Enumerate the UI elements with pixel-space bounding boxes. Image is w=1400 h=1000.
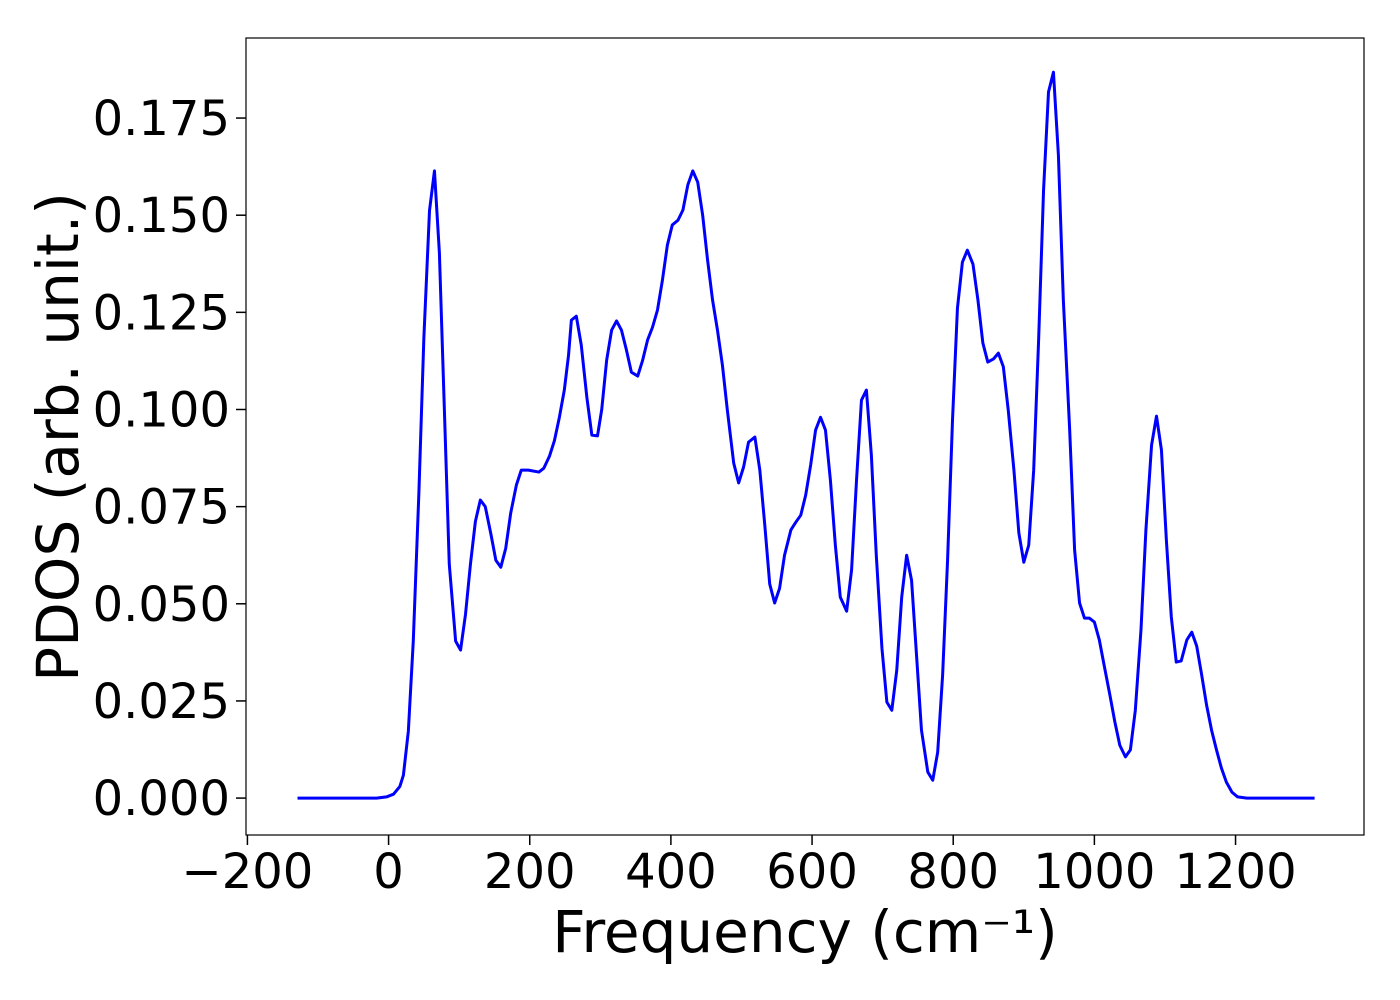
data-line [297, 70, 1315, 800]
y-tick-label: 0.075 [93, 480, 230, 536]
y-axis-label: PDOS (arb. unit.) [24, 192, 92, 682]
y-tick-label: 0.100 [93, 382, 230, 438]
x-tick-label: 1000 [1033, 844, 1155, 900]
x-tick-label: 400 [625, 844, 717, 900]
y-tick-label: 0.175 [93, 91, 230, 147]
plot-frame [245, 37, 1365, 836]
y-tick-label: 0.025 [93, 674, 230, 730]
x-tick-label: 200 [484, 844, 576, 900]
x-tick-label: −200 [181, 844, 313, 900]
x-axis-label: Frequency (cm⁻¹) [552, 898, 1058, 966]
x-tick-label: 600 [766, 844, 858, 900]
x-tick-label: 0 [373, 844, 404, 900]
y-tick-label: 0.000 [93, 771, 230, 827]
x-tick-label: 800 [907, 844, 999, 900]
y-tick-label: 0.050 [93, 577, 230, 633]
y-tick-label: 0.125 [93, 285, 230, 341]
y-tick-label: 0.150 [93, 188, 230, 244]
x-tick-label: 1200 [1174, 844, 1296, 900]
